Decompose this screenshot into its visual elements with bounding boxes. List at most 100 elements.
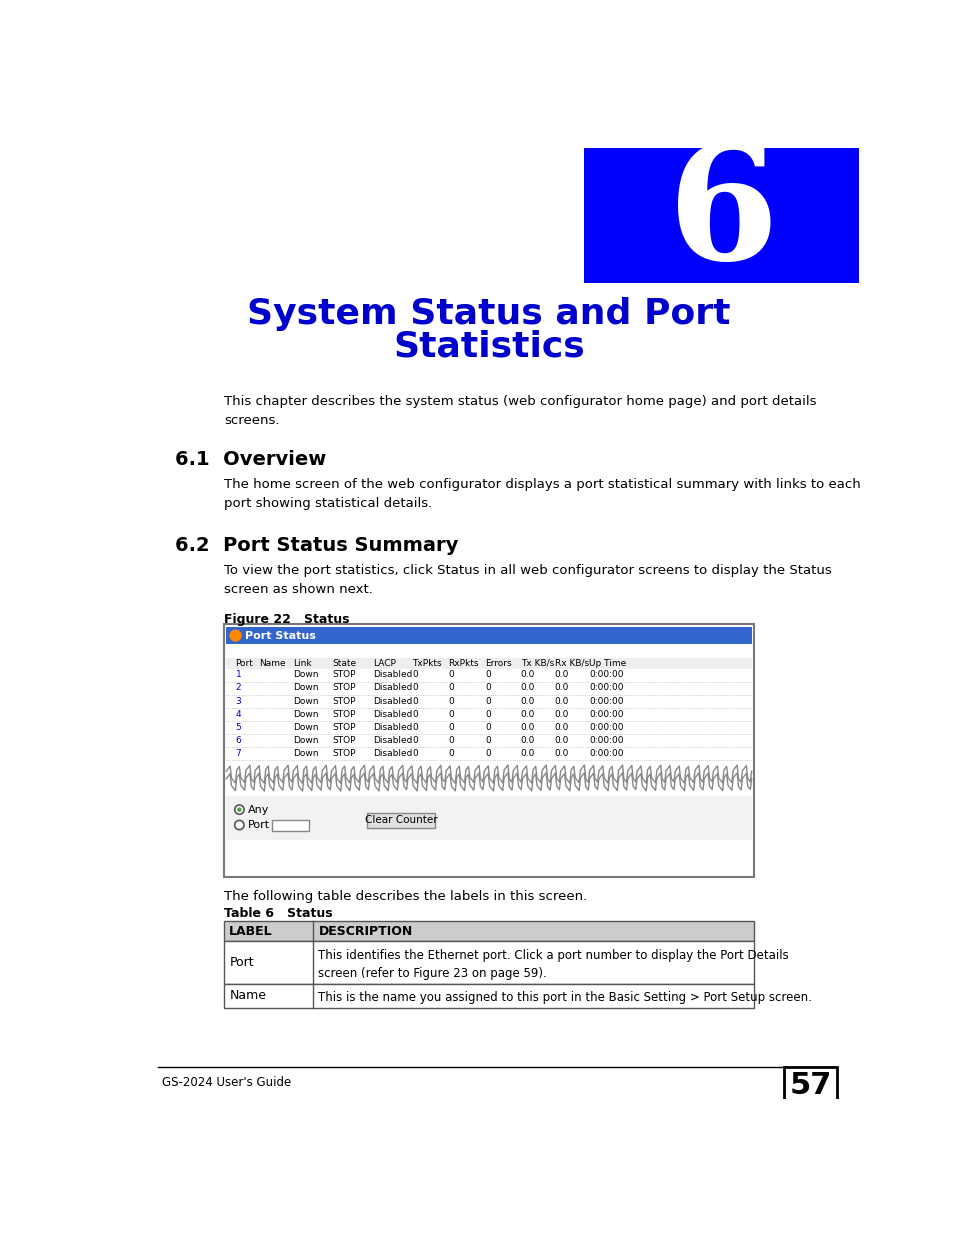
Text: 0.0: 0.0	[520, 671, 535, 679]
Text: 0:00:00: 0:00:00	[588, 710, 622, 719]
Bar	[224, 624, 753, 877]
Text: 2: 2	[235, 683, 241, 693]
Text: 0:00:00: 0:00:00	[588, 683, 622, 693]
Text: 0:00:00: 0:00:00	[588, 736, 622, 745]
Text: Disabled: Disabled	[373, 697, 413, 705]
Text: 0: 0	[448, 748, 454, 758]
Text: 0.0: 0.0	[520, 683, 535, 693]
Text: 0.0: 0.0	[555, 671, 569, 679]
Text: Any: Any	[248, 805, 269, 815]
Text: DESCRIPTION: DESCRIPTION	[318, 925, 413, 937]
Text: STOP: STOP	[332, 710, 355, 719]
Bar	[224, 941, 753, 983]
Text: 0:00:00: 0:00:00	[588, 671, 622, 679]
Text: Clear Counter: Clear Counter	[365, 815, 437, 825]
Text: Disabled: Disabled	[373, 671, 413, 679]
Bar	[224, 983, 753, 1008]
Text: 0: 0	[412, 722, 417, 732]
Text: 0: 0	[484, 697, 490, 705]
Text: 5: 5	[235, 722, 241, 732]
Text: Rx KB/s: Rx KB/s	[555, 658, 588, 668]
Text: STOP: STOP	[332, 683, 355, 693]
Text: 0:00:00: 0:00:00	[588, 748, 622, 758]
Text: 0: 0	[484, 748, 490, 758]
Text: 0.0: 0.0	[555, 683, 569, 693]
Text: 7: 7	[235, 748, 241, 758]
Text: This is the name you assigned to this port in the Basic Setting > Port Setup scr: This is the name you assigned to this po…	[318, 992, 811, 1004]
Text: 6.1  Overview: 6.1 Overview	[174, 450, 326, 469]
Bar	[367, 813, 435, 829]
Text: Disabled: Disabled	[373, 722, 413, 732]
Bar	[226, 658, 751, 668]
Text: 0.0: 0.0	[555, 736, 569, 745]
Bar	[583, 148, 858, 283]
Text: 0: 0	[448, 710, 454, 719]
Text: Statistics: Statistics	[393, 330, 584, 364]
Text: Errors: Errors	[484, 658, 511, 668]
Bar	[226, 795, 751, 841]
Text: 0.0: 0.0	[520, 748, 535, 758]
Text: 0: 0	[412, 748, 417, 758]
Text: Up Time: Up Time	[588, 658, 625, 668]
Text: Port: Port	[235, 658, 253, 668]
Text: 57: 57	[788, 1071, 831, 1100]
Text: Disabled: Disabled	[373, 683, 413, 693]
Circle shape	[230, 630, 241, 641]
Text: Down: Down	[294, 748, 319, 758]
Text: 0.0: 0.0	[520, 722, 535, 732]
Text: Down: Down	[294, 671, 319, 679]
Text: This chapter describes the system status (web configurator home page) and port d: This chapter describes the system status…	[224, 395, 816, 426]
Text: 0: 0	[412, 710, 417, 719]
Text: This identifies the Ethernet port. Click a port number to display the Port Detai: This identifies the Ethernet port. Click…	[318, 948, 788, 981]
Text: 0: 0	[448, 697, 454, 705]
Text: Table 6   Status: Table 6 Status	[224, 908, 333, 920]
Text: 0: 0	[448, 671, 454, 679]
Text: System Status and Port: System Status and Port	[247, 296, 730, 331]
Text: Down: Down	[294, 697, 319, 705]
Text: GS-2024 User's Guide: GS-2024 User's Guide	[162, 1076, 291, 1089]
Bar	[783, 1067, 836, 1104]
Circle shape	[234, 820, 244, 830]
Text: Link: Link	[294, 658, 312, 668]
Text: Down: Down	[294, 722, 319, 732]
Text: 0.0: 0.0	[555, 697, 569, 705]
Text: 0:00:00: 0:00:00	[588, 697, 622, 705]
Text: Down: Down	[294, 736, 319, 745]
Text: TxPkts: TxPkts	[412, 658, 441, 668]
Text: Figure 22   Status: Figure 22 Status	[224, 613, 349, 625]
Text: STOP: STOP	[332, 697, 355, 705]
Text: 0.0: 0.0	[555, 710, 569, 719]
Bar	[272, 820, 309, 831]
Bar	[224, 921, 753, 941]
Text: STOP: STOP	[332, 748, 355, 758]
Text: State: State	[332, 658, 356, 668]
Text: STOP: STOP	[332, 736, 355, 745]
Text: 0: 0	[412, 697, 417, 705]
Text: 0: 0	[484, 671, 490, 679]
Text: The home screen of the web configurator displays a port statistical summary with: The home screen of the web configurator …	[224, 478, 860, 510]
Text: 0.0: 0.0	[520, 736, 535, 745]
Text: RxPkts: RxPkts	[448, 658, 478, 668]
Text: Disabled: Disabled	[373, 748, 413, 758]
Text: Disabled: Disabled	[373, 736, 413, 745]
Text: 0: 0	[484, 710, 490, 719]
Text: Down: Down	[294, 710, 319, 719]
Text: 0: 0	[484, 722, 490, 732]
Text: 0.0: 0.0	[555, 748, 569, 758]
Text: Disabled: Disabled	[373, 710, 413, 719]
Text: 6: 6	[667, 140, 779, 293]
Text: 0: 0	[484, 683, 490, 693]
Text: LABEL: LABEL	[229, 925, 273, 937]
Text: STOP: STOP	[332, 671, 355, 679]
Circle shape	[236, 808, 241, 811]
Text: Port Status: Port Status	[245, 631, 315, 641]
Text: LACP: LACP	[373, 658, 395, 668]
Text: 4: 4	[235, 710, 241, 719]
Text: 0: 0	[448, 736, 454, 745]
Text: 0.0: 0.0	[520, 697, 535, 705]
Text: 6: 6	[235, 736, 241, 745]
Text: 0: 0	[412, 736, 417, 745]
Text: 0.0: 0.0	[555, 722, 569, 732]
Text: 1: 1	[235, 671, 241, 679]
Text: 0:00:00: 0:00:00	[588, 722, 622, 732]
